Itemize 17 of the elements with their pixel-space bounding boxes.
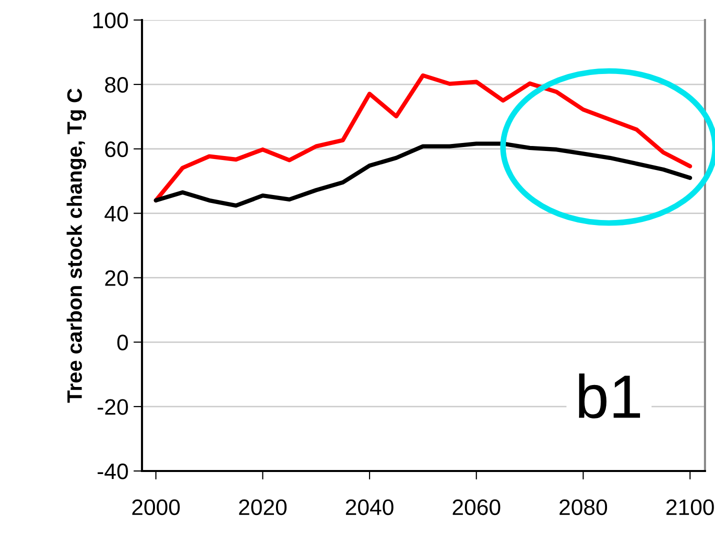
y-tick-label: 20 bbox=[105, 270, 128, 286]
y-tick-label: 100 bbox=[93, 12, 128, 28]
x-tick-label: 2080 bbox=[560, 499, 608, 516]
x-tick-label: 2040 bbox=[346, 499, 394, 516]
y-tick-label: 0 bbox=[117, 334, 128, 350]
line-series bbox=[154, 142, 692, 208]
x-tick-label: 2100 bbox=[666, 499, 714, 516]
y-tick-label: -20 bbox=[98, 399, 128, 415]
y-tick-label: 40 bbox=[104, 206, 128, 222]
y-tick-label: -40 bbox=[98, 464, 128, 480]
y-axis-title: Tree carbon stock change, Tg C bbox=[66, 88, 86, 403]
x-tick-label: 2000 bbox=[132, 499, 180, 516]
y-tick-label: 80 bbox=[105, 76, 128, 93]
annotation: b1 bbox=[578, 374, 640, 418]
y-tick-label: 60 bbox=[105, 141, 128, 158]
x-tick-label: 2020 bbox=[239, 499, 287, 516]
x-tick-label: 2060 bbox=[452, 499, 500, 516]
